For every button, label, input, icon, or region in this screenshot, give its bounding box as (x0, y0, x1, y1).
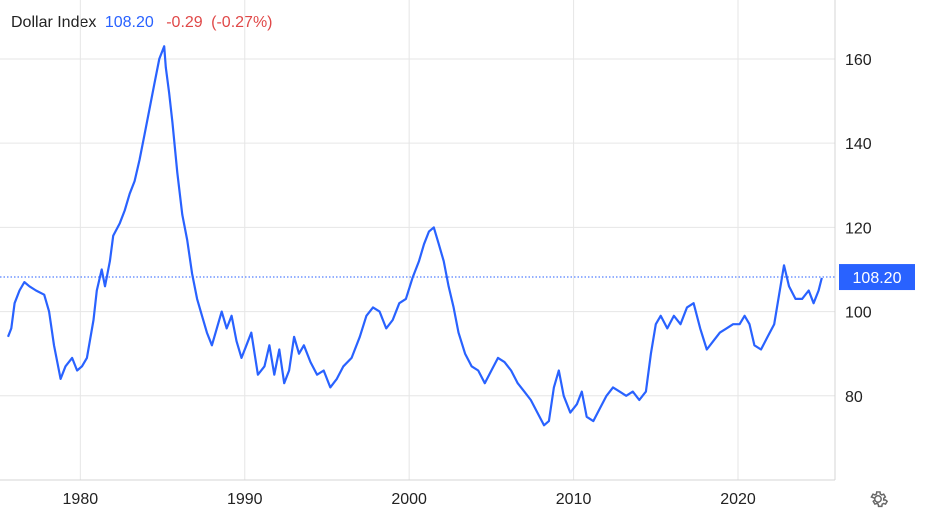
last-price-layer: 108.20 (0, 264, 915, 291)
y-tick-label: 140 (845, 136, 872, 153)
x-tick-label: 1990 (227, 491, 263, 508)
instrument-name: Dollar Index (11, 14, 97, 31)
y-tick-label: 80 (845, 389, 863, 406)
axes: 1980 1990 2000 2010 2020 80 100 120 140 160 (0, 0, 872, 508)
settings-button[interactable] (867, 488, 889, 510)
current-price: 108.20 (104, 14, 154, 31)
x-tick-label: 2000 (391, 491, 427, 508)
gear-icon (870, 491, 889, 508)
chart-header: Dollar Index 108.20 -0.29 (-0.27%) (11, 14, 273, 32)
x-tick-label: 2020 (720, 491, 756, 508)
x-tick-label: 1980 (63, 491, 99, 508)
last-price-tag (839, 264, 915, 291)
last-price-label: 108.20 (853, 270, 902, 287)
x-tick-label: 2010 (556, 491, 592, 508)
y-tick-label: 160 (845, 52, 872, 69)
series-line-dollar-index (6, 45, 823, 427)
y-tick-label: 120 (845, 220, 872, 237)
price-change-percent: (-0.27%) (211, 14, 273, 31)
grid (0, 0, 835, 480)
y-tick-label: 100 (845, 305, 872, 322)
price-change: -0.29 (166, 14, 203, 31)
series-layer (6, 45, 823, 427)
